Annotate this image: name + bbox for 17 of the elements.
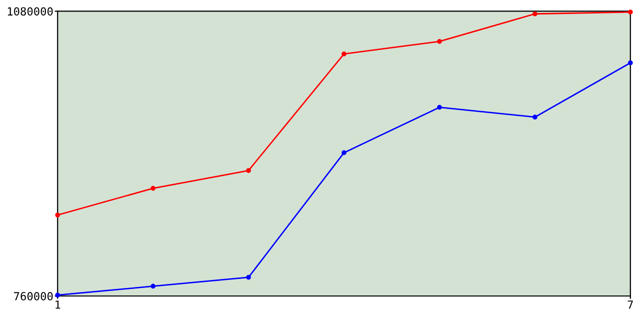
x-tick-label: 1 xyxy=(56,300,60,309)
point xyxy=(628,60,633,66)
x-tick-label: 7 xyxy=(628,300,633,309)
point xyxy=(246,274,251,280)
point xyxy=(437,104,442,110)
point xyxy=(532,11,538,16)
point xyxy=(150,284,156,289)
point xyxy=(342,51,346,56)
point xyxy=(532,114,538,120)
point xyxy=(342,150,346,156)
point xyxy=(246,168,251,173)
point xyxy=(628,10,633,15)
y-tick-label: 760000 xyxy=(14,292,53,300)
point xyxy=(55,212,60,218)
y-tick-label: 1080000 xyxy=(8,7,53,16)
point xyxy=(437,39,442,44)
point xyxy=(150,186,156,191)
